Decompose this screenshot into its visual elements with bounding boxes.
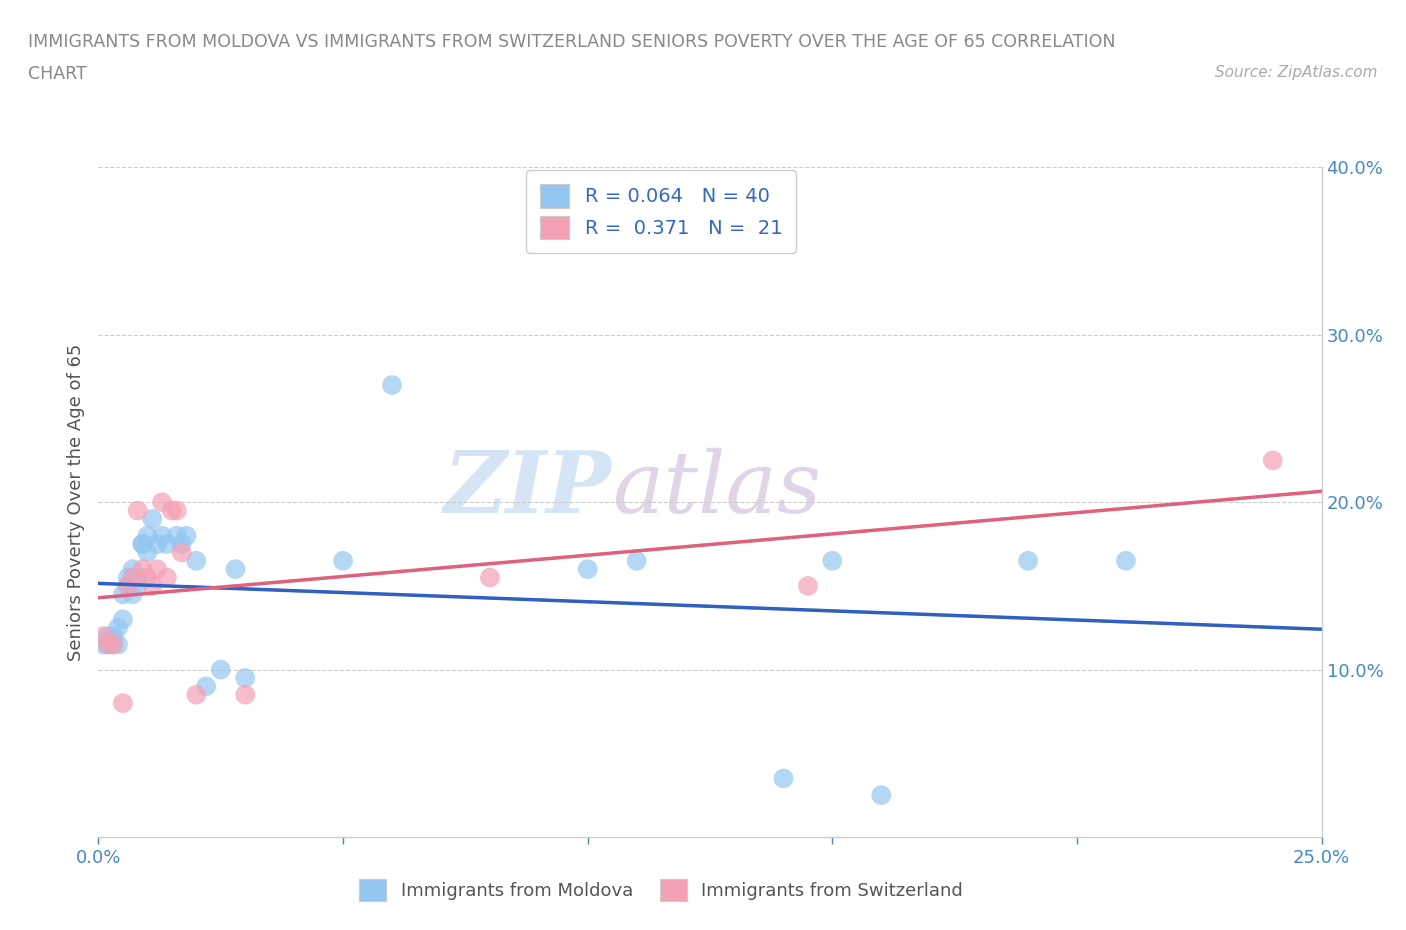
Y-axis label: Seniors Poverty Over the Age of 65: Seniors Poverty Over the Age of 65 <box>66 343 84 661</box>
Point <box>166 503 188 518</box>
Point <box>332 553 354 568</box>
Point <box>821 553 844 568</box>
Point <box>127 570 149 585</box>
Point <box>1261 453 1284 468</box>
Point <box>117 578 139 593</box>
Point <box>176 528 198 543</box>
Point <box>146 537 169 551</box>
Point <box>170 545 193 560</box>
Point <box>136 545 159 560</box>
Legend: Immigrants from Moldova, Immigrants from Switzerland: Immigrants from Moldova, Immigrants from… <box>352 871 970 909</box>
Point <box>156 570 179 585</box>
Point <box>478 570 501 585</box>
Point <box>1115 553 1137 568</box>
Point <box>136 570 159 585</box>
Point <box>233 687 256 702</box>
Point <box>170 537 193 551</box>
Point <box>97 629 120 644</box>
Point <box>101 637 124 652</box>
Point <box>186 553 208 568</box>
Point <box>121 562 143 577</box>
Point <box>97 637 120 652</box>
Point <box>156 537 179 551</box>
Text: ZIP: ZIP <box>444 447 612 530</box>
Point <box>576 562 599 577</box>
Point <box>166 528 188 543</box>
Point <box>136 528 159 543</box>
Point <box>870 788 893 803</box>
Point <box>195 679 218 694</box>
Point <box>146 562 169 577</box>
Point <box>224 562 246 577</box>
Point <box>121 570 143 585</box>
Point <box>121 587 143 602</box>
Point <box>772 771 794 786</box>
Point <box>97 637 120 652</box>
Text: atlas: atlas <box>612 447 821 530</box>
Point <box>797 578 820 593</box>
Point <box>111 587 134 602</box>
Point <box>150 495 173 510</box>
Point <box>107 620 129 635</box>
Point <box>117 578 139 593</box>
Text: Source: ZipAtlas.com: Source: ZipAtlas.com <box>1215 65 1378 80</box>
Point <box>101 629 124 644</box>
Point <box>160 503 183 518</box>
Point <box>131 537 153 551</box>
Point <box>209 662 232 677</box>
Point <box>626 553 648 568</box>
Point <box>107 637 129 652</box>
Point <box>141 578 163 593</box>
Point <box>131 537 153 551</box>
Point <box>381 378 404 392</box>
Point <box>127 503 149 518</box>
Point <box>127 578 149 593</box>
Point <box>186 687 208 702</box>
Point <box>111 612 134 627</box>
Text: CHART: CHART <box>28 65 87 83</box>
Point <box>91 637 114 652</box>
Point <box>101 637 124 652</box>
Point <box>150 528 173 543</box>
Text: IMMIGRANTS FROM MOLDOVA VS IMMIGRANTS FROM SWITZERLAND SENIORS POVERTY OVER THE : IMMIGRANTS FROM MOLDOVA VS IMMIGRANTS FR… <box>28 33 1115 50</box>
Point <box>141 512 163 526</box>
Point <box>131 562 153 577</box>
Point <box>91 629 114 644</box>
Point <box>117 570 139 585</box>
Point <box>111 696 134 711</box>
Point <box>233 671 256 685</box>
Point <box>1017 553 1039 568</box>
